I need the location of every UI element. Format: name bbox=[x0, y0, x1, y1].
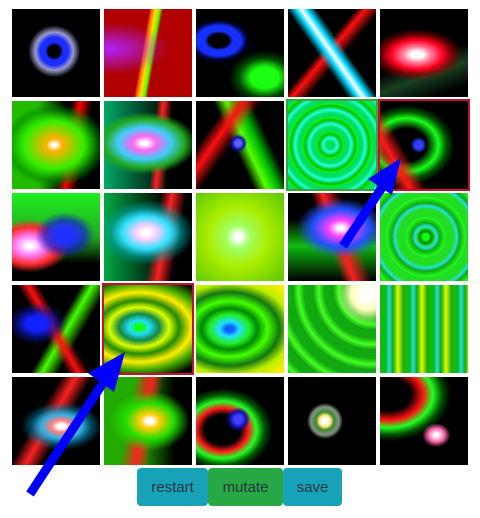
image-tile-r1c3[interactable] bbox=[196, 9, 284, 97]
image-tile-r4c3[interactable] bbox=[196, 285, 284, 373]
image-tile-r1c5[interactable] bbox=[380, 9, 468, 97]
image-tile-r5c5[interactable] bbox=[380, 377, 468, 465]
image-tile-r1c2[interactable] bbox=[104, 9, 192, 97]
image-tile-r4c5[interactable] bbox=[380, 285, 468, 373]
image-tile-r3c3[interactable] bbox=[196, 193, 284, 281]
image-tile-r2c5-selected[interactable] bbox=[378, 99, 470, 191]
image-tile-r2c4-selected[interactable] bbox=[286, 99, 378, 191]
image-tile-r3c2[interactable] bbox=[104, 193, 192, 281]
image-tile-r4c4[interactable] bbox=[288, 285, 376, 373]
image-tile-r5c3[interactable] bbox=[196, 377, 284, 465]
image-tile-r2c2[interactable] bbox=[104, 101, 192, 189]
image-tile-r5c2[interactable] bbox=[104, 377, 192, 465]
image-tile-r2c1[interactable] bbox=[12, 101, 100, 189]
image-tile-r1c1[interactable] bbox=[12, 9, 100, 97]
image-tile-r3c1[interactable] bbox=[12, 193, 100, 281]
save-button[interactable]: save bbox=[283, 468, 342, 506]
image-tile-r4c1[interactable] bbox=[12, 285, 100, 373]
image-tile-r3c4[interactable] bbox=[288, 193, 376, 281]
image-tile-r1c4[interactable] bbox=[288, 9, 376, 97]
image-tile-r5c1[interactable] bbox=[12, 377, 100, 465]
restart-button[interactable]: restart bbox=[137, 468, 208, 506]
image-tile-r4c2-selected[interactable] bbox=[102, 283, 194, 375]
image-tile-r3c5[interactable] bbox=[380, 193, 468, 281]
image-tile-r2c3[interactable] bbox=[196, 101, 284, 189]
image-tile-r5c4[interactable] bbox=[288, 377, 376, 465]
image-grid bbox=[12, 9, 470, 465]
mutate-button[interactable]: mutate bbox=[208, 468, 283, 506]
